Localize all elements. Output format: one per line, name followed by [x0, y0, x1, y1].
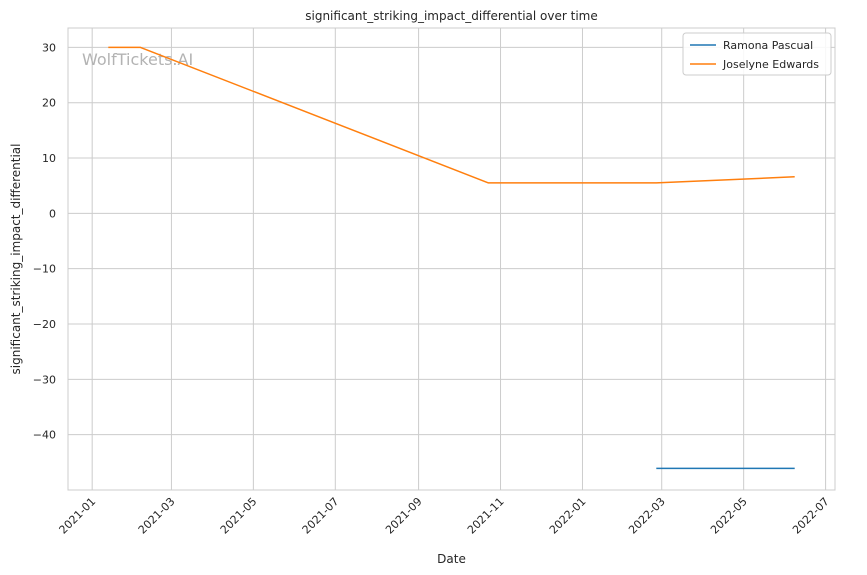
y-tick-label: 10: [42, 152, 56, 165]
x-axis-label: Date: [437, 552, 466, 566]
y-tick-label: 0: [49, 207, 56, 220]
x-tick-label: 2021-11: [465, 495, 507, 537]
y-axis-label: significant_striking_impact_differential: [9, 144, 23, 375]
legend-box: [682, 32, 832, 76]
x-tick-label: 2021-03: [136, 495, 178, 537]
x-tick-label: 2022-07: [790, 495, 832, 537]
watermark: WolfTickets.AI: [82, 50, 193, 69]
x-tick-label: 2021-01: [57, 495, 99, 537]
y-tick-labels: 30 20 10 0 −10 −20 −30 −40: [33, 41, 56, 441]
x-tick-label: 2021-09: [383, 495, 425, 537]
series-layer: [108, 46, 795, 470]
x-tick-label: 2021-05: [218, 495, 260, 537]
x-tick-label: 2022-05: [708, 495, 750, 537]
chart-title: significant_striking_impact_differential…: [305, 9, 597, 23]
legend: Ramona Pascual Joselyne Edwards: [682, 32, 832, 76]
x-tick-labels: 2021-01 2021-03 2021-05 2021-07 2021-09 2021-…: [57, 495, 832, 537]
x-tick-label: 2022-03: [626, 495, 668, 537]
grid-lines: [68, 28, 835, 490]
y-tick-label: −20: [33, 318, 56, 331]
y-tick-label: 20: [42, 97, 56, 110]
x-tick-label: 2022-01: [547, 495, 589, 537]
legend-label-joselyne-edwards: Joselyne Edwards: [722, 58, 819, 71]
y-tick-label: −10: [33, 263, 56, 276]
x-tick-label: 2021-07: [300, 495, 342, 537]
y-tick-label: 30: [42, 41, 56, 54]
axes-frame: [67, 27, 836, 491]
legend-label-ramona-pascual: Ramona Pascual: [723, 39, 813, 52]
y-tick-label: −40: [33, 429, 56, 442]
y-tick-label: −30: [33, 373, 56, 386]
series-line-joselyne-edwards: [108, 46, 795, 184]
